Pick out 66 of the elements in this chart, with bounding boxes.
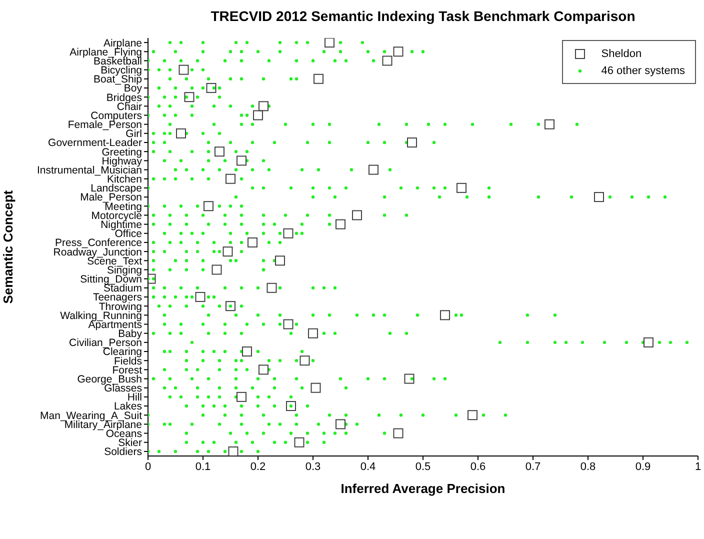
point [404, 374, 414, 384]
x-tick-label: 0.5 [415, 460, 431, 473]
point [222, 246, 233, 257]
point [236, 156, 246, 166]
point [382, 56, 392, 66]
point [242, 346, 252, 356]
legend-label: Sheldon [601, 48, 642, 60]
point [195, 292, 206, 302]
point [336, 219, 346, 230]
x-tick-label: 0.8 [580, 460, 596, 473]
chart-title: TRECVID 2012 Semantic Indexing Task Benchmark Comparison [210, 8, 636, 24]
point [184, 92, 194, 102]
x-axis-title: Inferred Average Precision [340, 481, 506, 496]
point [286, 401, 296, 412]
y-tick-label: Man_Wearing_A_Suit [40, 410, 142, 422]
point [294, 437, 304, 448]
point [310, 382, 321, 393]
point [148, 274, 156, 284]
point [440, 310, 450, 320]
point [393, 428, 404, 438]
legend-label: 46 other systems [601, 64, 685, 76]
point [275, 256, 285, 266]
point [253, 110, 263, 120]
point [214, 146, 224, 157]
x-tick-label: 0.1 [195, 460, 211, 473]
point [228, 446, 238, 456]
y-tick-label: Singing [106, 264, 142, 276]
point [644, 337, 654, 348]
point [324, 38, 334, 48]
point [308, 328, 318, 338]
point [206, 82, 216, 93]
point [456, 182, 466, 193]
point [468, 410, 478, 420]
point [178, 64, 189, 75]
point [212, 264, 222, 275]
point [393, 46, 404, 57]
point [283, 228, 294, 238]
point [236, 392, 246, 402]
point [407, 138, 417, 148]
point [258, 364, 268, 375]
x-tick-label: 0 [144, 460, 152, 473]
point [314, 74, 324, 84]
point [204, 201, 214, 212]
point [594, 192, 604, 202]
y-axis-title: Semantic Concept [0, 190, 16, 304]
x-tick-label: 0.3 [305, 460, 321, 473]
point [266, 282, 277, 293]
point [226, 301, 236, 312]
point [258, 101, 268, 112]
point [352, 210, 362, 220]
y-tick-label: Hill [127, 392, 142, 404]
point [300, 356, 310, 366]
point [544, 119, 554, 130]
x-tick-label: 0.9 [635, 460, 651, 473]
point [248, 237, 258, 248]
point [336, 419, 346, 430]
x-tick-label: 1 [694, 460, 702, 473]
point [283, 319, 294, 330]
point [368, 164, 378, 175]
y-tick-label: Soldiers [104, 446, 142, 458]
point [226, 174, 236, 184]
x-tick-label: 0.7 [525, 460, 541, 473]
point [176, 128, 186, 138]
x-tick-label: 0.4 [360, 460, 376, 473]
x-tick-label: 0.6 [470, 460, 486, 473]
x-tick-label: 0.2 [250, 460, 266, 473]
